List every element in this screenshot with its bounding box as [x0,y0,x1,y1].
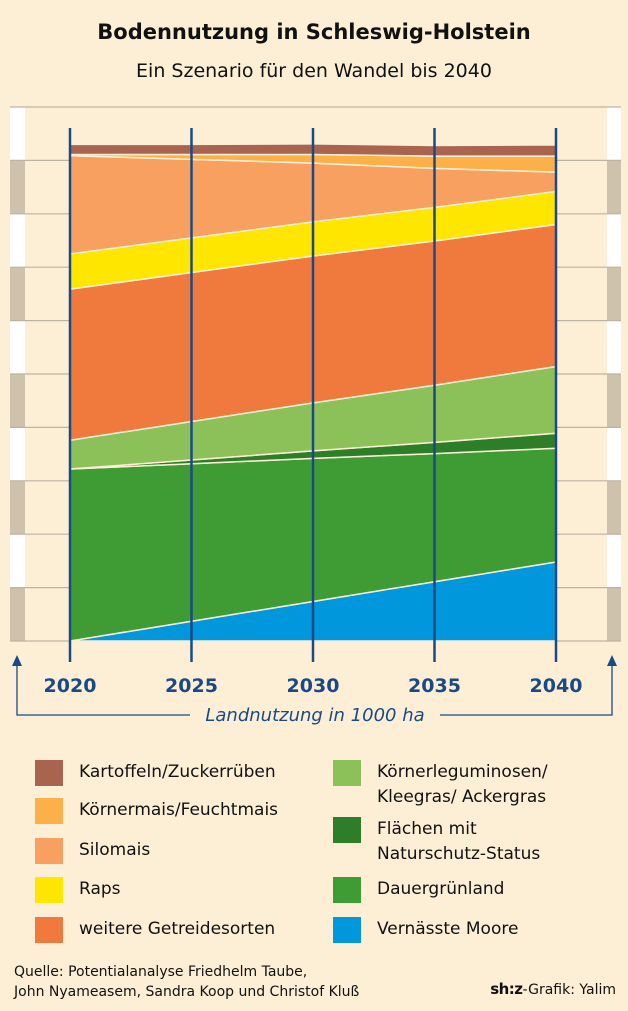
legend-swatch [333,917,361,943]
legend-label: weitere Getreidesorten [79,919,276,939]
legend-label: Kartoffeln/Zuckerrüben [79,762,276,782]
legend-item: weitere Getreidesorten [35,917,275,943]
ruler-block-left [10,587,25,641]
chart-title: Bodennutzung in Schleswig-Holstein [97,20,531,44]
source-note: Quelle: Potentialanalyse Friedhelm Taube… [14,962,359,1002]
legend-label: Körnermais/Feuchtmais [79,800,279,820]
ruler-block-right [607,213,621,268]
axis-bracket [16,662,613,716]
legend-label: Körnerleguminosen/ [377,762,548,782]
ruler-block-right [607,320,621,374]
arrow-up-icon [12,655,22,666]
legend-swatch [35,798,63,824]
legend-item: Körnermais/Feuchtmais [35,798,278,824]
legend-item: Kartoffeln/Zuckerrüben [35,760,276,786]
arrow-up-icon [607,655,617,666]
x-tick-label: 2020 [44,675,97,697]
x-tick-label: 2040 [530,675,583,697]
ruler-block-right [607,107,621,161]
legend-item: Dauergrünland [333,877,504,903]
credit: sh:z-Grafik: Yalim [490,980,616,998]
legend-swatch [333,817,361,843]
legend-item: Körnerleguminosen/Kleegras/ Ackergras [333,760,548,810]
legend-label: Dauergrünland [377,879,505,899]
credit-text: -Grafik: Yalim [522,982,616,998]
legend-item: Vernässte Moore [333,917,518,943]
ruler-block-left [10,213,25,268]
chart-subtitle: Ein Szenario für den Wandel bis 2040 [136,60,492,82]
ruler-block-left [10,107,25,161]
legend-swatch [35,877,63,903]
x-tick-label: 2025 [165,675,218,697]
stacked-area-chart: 2020 2025 2030 2035 2040 Landnutzung in 1000 … [10,106,621,726]
ruler-block-right [607,480,621,535]
legend-item: Flächen mit Naturschutz-Status [333,817,540,867]
x-axis-label: Landnutzung in 1000 ha [205,705,424,726]
source-line: John Nyameasem, Sandra Koop und Christof… [14,984,360,1000]
legend-label: Silomais [79,840,151,860]
ruler-block-left [10,480,25,535]
legend-swatch [333,877,361,903]
legend-label: Naturschutz-Status [377,844,541,864]
legend-label: Raps [79,879,121,899]
ruler-block-right [607,160,621,214]
legend-item: Raps [35,877,121,903]
legend-label: Flächen mit [377,819,477,839]
ruler-block-left [10,374,25,428]
legend-label: Vernässte Moore [377,919,519,939]
source-line: Quelle: Potentialanalyse Friedhelm Taube… [14,964,308,980]
ruler-block-right [607,267,621,321]
ruler-block-right [607,427,621,481]
ruler-block-right [607,374,621,428]
ruler-block-left [10,267,25,321]
legend-swatch [333,760,361,786]
legend-swatch [35,838,63,864]
legend-swatch [35,917,63,943]
ruler-block-left [10,320,25,374]
legend-swatch [35,760,63,786]
x-tick-label: 2035 [408,675,461,697]
legend-item: Silomais [35,838,150,864]
shz-logo: sh:z [490,980,523,998]
ruler-block-right [607,534,621,588]
ruler-block-left [10,427,25,481]
ruler-block-left [10,534,25,588]
ruler-block-left [10,160,25,214]
ruler-block-right [607,587,621,641]
legend-label: Kleegras/ Ackergras [377,787,547,807]
x-tick-label: 2030 [287,675,340,697]
